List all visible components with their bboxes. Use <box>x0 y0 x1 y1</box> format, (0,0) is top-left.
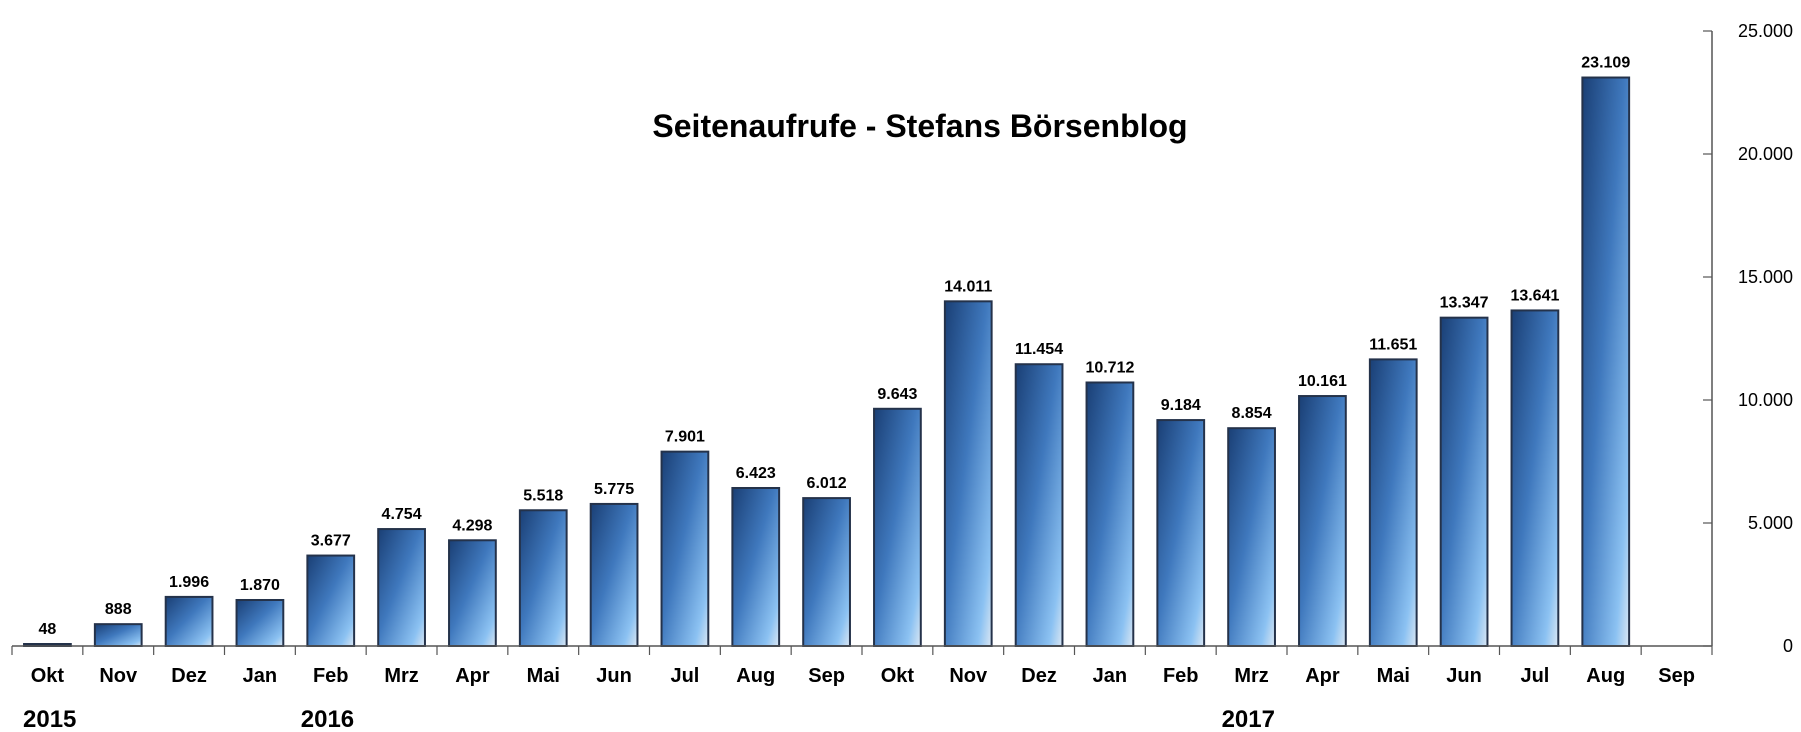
bar <box>731 486 781 647</box>
bar <box>377 528 426 647</box>
x-tick-label: Nov <box>99 665 138 687</box>
x-tick-label: Mrz <box>384 665 418 687</box>
y-tick-label: 10.000 <box>1738 390 1793 410</box>
bar-value-label: 13.347 <box>1440 295 1489 312</box>
bar-value-label: 6.423 <box>736 465 776 482</box>
y-tick-label: 20.000 <box>1738 144 1793 164</box>
bar-value-label: 7.901 <box>665 429 705 446</box>
bar <box>1227 427 1276 647</box>
bar <box>873 407 922 647</box>
y-tick-label: 5.000 <box>1748 513 1793 533</box>
value-labels-group: 48 888 1.996 1.870 3.677 4.754 4.298 5.518 5.775… <box>39 55 1631 638</box>
x-tick-label: Jan <box>243 665 277 687</box>
x-tick-label: Jan <box>1093 665 1127 687</box>
bar <box>1368 358 1418 647</box>
bar-value-label: 4.298 <box>452 517 492 534</box>
x-tick-label: Dez <box>171 665 207 687</box>
x-tick-label: Aug <box>736 665 775 687</box>
x-tick-label: Mai <box>1377 665 1410 687</box>
bar-value-label: 23.109 <box>1581 55 1630 72</box>
y-tick-label: 0 <box>1783 636 1793 656</box>
bar <box>660 450 710 647</box>
x-tick-label: Apr <box>455 665 490 687</box>
bar-value-label: 888 <box>105 601 132 618</box>
x-tick-label: Sep <box>808 665 845 687</box>
bar <box>164 595 214 647</box>
bar-value-label: 10.712 <box>1085 359 1134 376</box>
bar-value-label: 1.996 <box>169 574 209 591</box>
year-label: 2015 <box>23 706 76 732</box>
bars-group <box>23 76 1631 648</box>
bar <box>802 497 851 647</box>
x-tick-label: Jul <box>1520 665 1549 687</box>
bar-value-label: 9.184 <box>1161 397 1201 414</box>
bar-value-label: 4.754 <box>382 506 422 523</box>
x-tick-label: Jun <box>1446 665 1482 687</box>
bar <box>1085 381 1135 647</box>
bar <box>1439 316 1489 647</box>
x-tick-label: Mai <box>527 665 560 687</box>
bar <box>448 539 497 648</box>
x-tick-label: Sep <box>1658 665 1695 687</box>
x-tick-label: Okt <box>881 665 915 687</box>
chart-title: Seitenaufrufe - Stefans Börsenblog <box>652 108 1187 144</box>
bar <box>93 623 143 648</box>
bar-value-label: 48 <box>39 621 57 638</box>
bar-value-label: 8.854 <box>1232 405 1272 422</box>
x-axis: Okt Nov Dez Jan Feb Mrz Apr Mai Jun Jul Aug Sep Okt N… <box>11 645 1713 687</box>
bar <box>589 502 639 647</box>
bar <box>235 598 285 647</box>
bar-value-label: 5.518 <box>523 487 563 504</box>
bar-value-label: 5.775 <box>594 481 634 498</box>
bar <box>1510 309 1560 647</box>
x-tick-label: Apr <box>1305 665 1340 687</box>
x-tick-label: Feb <box>1163 665 1199 687</box>
bar-value-label: 13.641 <box>1510 287 1559 304</box>
bar-value-label: 6.012 <box>807 475 847 492</box>
bar <box>943 300 993 647</box>
bar <box>1581 76 1631 647</box>
bar-value-label: 3.677 <box>311 533 351 550</box>
bar <box>306 554 356 647</box>
bar <box>1014 363 1064 647</box>
bar <box>518 509 568 647</box>
y-axis: 0 5.000 10.000 15.000 20.000 25.000 <box>1703 21 1793 656</box>
year-label: 2017 <box>1222 706 1275 732</box>
y-tick-label: 25.000 <box>1738 21 1793 41</box>
x-tick-label: Jul <box>670 665 699 687</box>
bar-value-label: 14.011 <box>944 278 992 295</box>
bar-value-label: 10.161 <box>1298 373 1347 390</box>
bar-value-label: 11.651 <box>1369 336 1417 353</box>
x-tick-label: Feb <box>313 665 349 687</box>
x-tick-label: Nov <box>949 665 988 687</box>
bar-value-label: 1.870 <box>240 577 280 594</box>
y-tick-label: 15.000 <box>1738 267 1793 287</box>
bar <box>1298 395 1347 647</box>
x-tick-label: Okt <box>31 665 65 687</box>
x-tick-label: Dez <box>1021 665 1057 687</box>
x-tick-label: Aug <box>1586 665 1625 687</box>
x-tick-label: Jun <box>596 665 632 687</box>
year-labels-group: 2015 2016 2017 <box>23 706 1275 732</box>
x-tick-label: Mrz <box>1234 665 1268 687</box>
year-label: 2016 <box>301 706 354 732</box>
bar-value-label: 9.643 <box>877 386 917 403</box>
bar-value-label: 11.454 <box>1015 341 1063 358</box>
bar <box>1156 419 1206 648</box>
